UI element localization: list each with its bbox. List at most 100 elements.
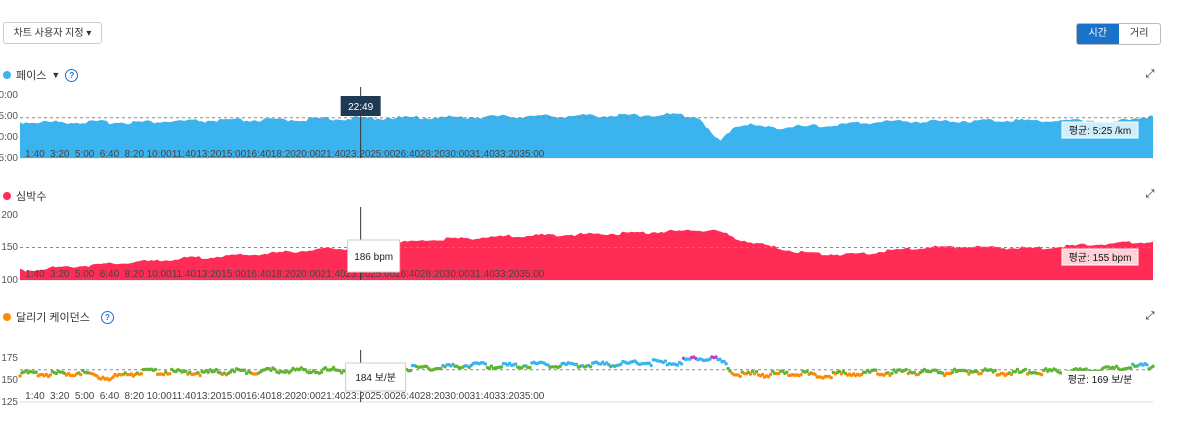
cadence-point bbox=[714, 355, 718, 359]
cadence-point bbox=[1040, 372, 1044, 377]
x-tick-label: 18:20 bbox=[271, 149, 296, 160]
y-tick-label: 15:00 bbox=[0, 153, 18, 164]
x-tick-label: 20:00 bbox=[296, 269, 321, 280]
x-tick-label: 21:40 bbox=[321, 149, 346, 160]
x-tick-label: 5:00 bbox=[75, 149, 95, 160]
cadence-point bbox=[323, 366, 328, 370]
x-tick-label: 21:40 bbox=[321, 391, 346, 402]
cadence-point bbox=[805, 369, 809, 374]
cadence-point bbox=[777, 371, 781, 376]
cadence-point bbox=[1009, 372, 1014, 377]
x-tick-label: 20:00 bbox=[296, 391, 321, 402]
cadence-point bbox=[1145, 363, 1149, 367]
x-tick-label: 8:20 bbox=[125, 391, 145, 402]
cadence-point bbox=[331, 365, 336, 370]
cadence-point bbox=[528, 365, 532, 370]
svg-text:평균: 169 보/분: 평균: 169 보/분 bbox=[1068, 374, 1133, 386]
cadence-point bbox=[206, 370, 210, 374]
pace-help-icon[interactable]: ? bbox=[65, 68, 79, 82]
cadence-point bbox=[34, 370, 38, 374]
x-tick-label: 10:00 bbox=[147, 391, 172, 402]
cadence-point bbox=[837, 369, 842, 373]
cadence-point bbox=[1084, 367, 1088, 371]
heart-expand-icon[interactable]: ⤢ bbox=[1145, 188, 1155, 200]
toggle-distance[interactable]: 거리 bbox=[1130, 28, 1149, 39]
cadence-point bbox=[951, 370, 955, 374]
x-tick-label: 13:20 bbox=[196, 391, 221, 402]
cadence-point bbox=[718, 357, 722, 361]
cadence-point bbox=[754, 369, 759, 374]
cadence-point bbox=[168, 372, 172, 376]
pace-expand-icon[interactable]: ⤢ bbox=[1145, 68, 1155, 80]
cadence-point bbox=[750, 369, 755, 373]
cadence-point bbox=[770, 369, 775, 373]
cadence-point bbox=[214, 367, 218, 372]
cadence-point bbox=[675, 363, 680, 367]
y-tick-label: 125 bbox=[1, 397, 18, 408]
y-tick-label: 150 bbox=[1, 242, 18, 253]
x-tick-label: 10:00 bbox=[147, 149, 172, 160]
cadence-point bbox=[979, 371, 983, 376]
x-tick-label: 23:20 bbox=[345, 391, 370, 402]
cadence-point bbox=[425, 364, 429, 369]
svg-text:평균: 155 bpm: 평균: 155 bpm bbox=[1069, 252, 1132, 264]
pace-avg-label: 평균: 5:25 /km bbox=[1061, 121, 1139, 139]
x-tick-label: 26:40 bbox=[395, 269, 420, 280]
cadence-point bbox=[766, 375, 771, 379]
pace-section-title: 페이스 ▼ ? bbox=[3, 67, 79, 83]
cadence-point bbox=[934, 368, 939, 373]
x-tick-label: 11:40 bbox=[172, 149, 197, 160]
cadence-point bbox=[1013, 370, 1018, 374]
customize-chart-button[interactable]: 차트 사용자 지정 ▾ bbox=[3, 22, 102, 44]
pace-cursor-tooltip: 22:49 bbox=[340, 96, 381, 116]
x-tick-label: 21:40 bbox=[321, 269, 346, 280]
heart-color-dot bbox=[3, 192, 11, 200]
cadence-point bbox=[329, 367, 334, 372]
cadence-point bbox=[813, 372, 817, 376]
svg-text:184 보/분: 184 보/분 bbox=[355, 372, 396, 384]
cadence-point bbox=[574, 362, 579, 367]
x-tick-label: 28:20 bbox=[420, 391, 445, 402]
y-tick-label: 175 bbox=[1, 353, 18, 364]
x-tick-label: 5:00 bbox=[75, 391, 95, 402]
cadence-point bbox=[663, 359, 668, 363]
x-tick-label: 31:40 bbox=[470, 149, 495, 160]
cadence-point bbox=[965, 369, 969, 373]
cadence-point bbox=[232, 369, 237, 374]
x-tick-label: 25:00 bbox=[370, 269, 395, 280]
cadence-help-icon[interactable]: ? bbox=[100, 310, 114, 324]
cadence-point bbox=[319, 370, 324, 374]
cadence-point bbox=[890, 371, 894, 375]
x-tick-label: 35:00 bbox=[519, 391, 544, 402]
cadence-point bbox=[679, 362, 684, 366]
toggle-time[interactable]: 시간 bbox=[1077, 24, 1119, 44]
x-tick-label: 11:40 bbox=[172, 391, 197, 402]
x-tick-label: 15:00 bbox=[221, 391, 246, 402]
cadence-expand-icon[interactable]: ⤢ bbox=[1145, 310, 1155, 322]
cadence-point bbox=[1151, 364, 1155, 368]
cadence-point bbox=[748, 372, 753, 376]
cadence-point bbox=[153, 367, 158, 372]
pace-title: 페이스 bbox=[16, 70, 47, 82]
cadence-point bbox=[48, 373, 52, 377]
cadence-point bbox=[619, 362, 623, 366]
cadence-point bbox=[728, 369, 732, 373]
x-tick-label: 13:20 bbox=[196, 269, 221, 280]
cadence-point bbox=[894, 370, 898, 374]
x-tick-label: 20:00 bbox=[296, 149, 321, 160]
x-tick-label: 15:00 bbox=[221, 269, 246, 280]
cadence-point bbox=[139, 372, 144, 376]
cadence-point bbox=[724, 362, 728, 366]
pace-dropdown-icon[interactable]: ▼ bbox=[51, 70, 61, 80]
y-tick-label: 0:00 bbox=[0, 90, 18, 101]
cadence-point bbox=[768, 372, 773, 376]
cadence-point bbox=[781, 369, 785, 373]
x-tick-label: 6:40 bbox=[100, 269, 120, 280]
cadence-point bbox=[483, 362, 487, 366]
cadence-point bbox=[738, 374, 742, 379]
cadence-point bbox=[95, 374, 99, 378]
x-tick-label: 31:40 bbox=[470, 391, 495, 402]
cadence-point bbox=[829, 376, 833, 380]
x-tick-label: 3:20 bbox=[50, 269, 70, 280]
